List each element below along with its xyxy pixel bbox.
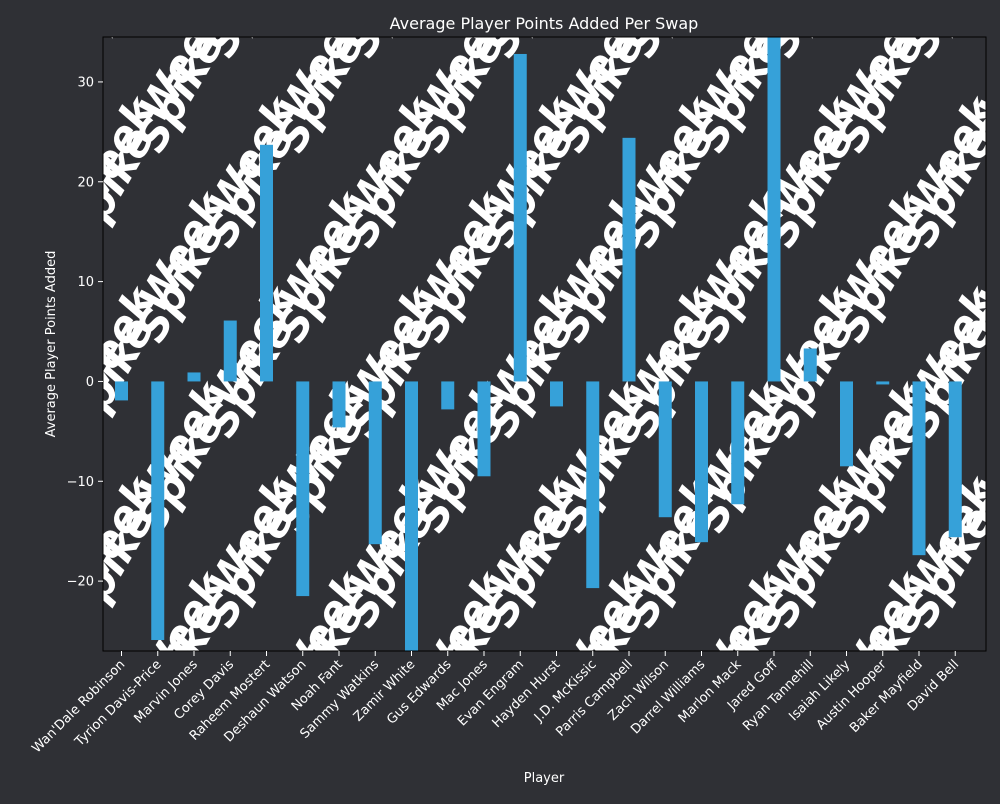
y-tick-label: 20: [77, 175, 94, 190]
y-tick-label: −20: [67, 575, 94, 590]
bar: [332, 381, 346, 428]
x-axis-label: Player: [524, 771, 565, 786]
bar: [912, 381, 926, 556]
bar: [513, 53, 527, 382]
y-axis: −20 −10 0 10 20 30: [67, 75, 103, 590]
bar: [477, 381, 491, 477]
bar: [658, 381, 672, 518]
bar: [151, 381, 165, 641]
bar: [550, 381, 563, 407]
bar: [840, 381, 853, 467]
y-tick-label: −10: [67, 475, 94, 490]
bars-layer: [115, 37, 962, 651]
bar: [767, 37, 781, 382]
bar: [260, 144, 273, 382]
bar: [731, 381, 745, 505]
chart-title: Average Player Points Added Per Swap: [390, 14, 699, 33]
bar: [187, 372, 201, 382]
y-axis-label: Average Player Points Added: [44, 251, 59, 438]
bar: [586, 381, 600, 589]
plot-frame: [102, 36, 987, 652]
bar: [876, 381, 890, 385]
y-tick-label: 0: [86, 375, 94, 390]
y-tick-label: 30: [77, 75, 94, 90]
bar: [948, 381, 962, 538]
bar: [622, 137, 636, 382]
bar: [296, 381, 310, 597]
bar: [115, 381, 128, 401]
bar: [803, 348, 817, 382]
bar: [441, 381, 455, 410]
bar: [405, 381, 418, 651]
bar: [223, 320, 237, 382]
watermark-text: Spike Week: [0, 0, 97, 255]
bar: [695, 381, 708, 543]
watermark-text: Spike Week: [0, 562, 97, 800]
watermark-text: Spike Week: [0, 0, 97, 65]
bar: [368, 381, 382, 545]
y-tick-label: 10: [77, 275, 94, 290]
x-tick-label: Marlon Mack: [676, 657, 745, 726]
